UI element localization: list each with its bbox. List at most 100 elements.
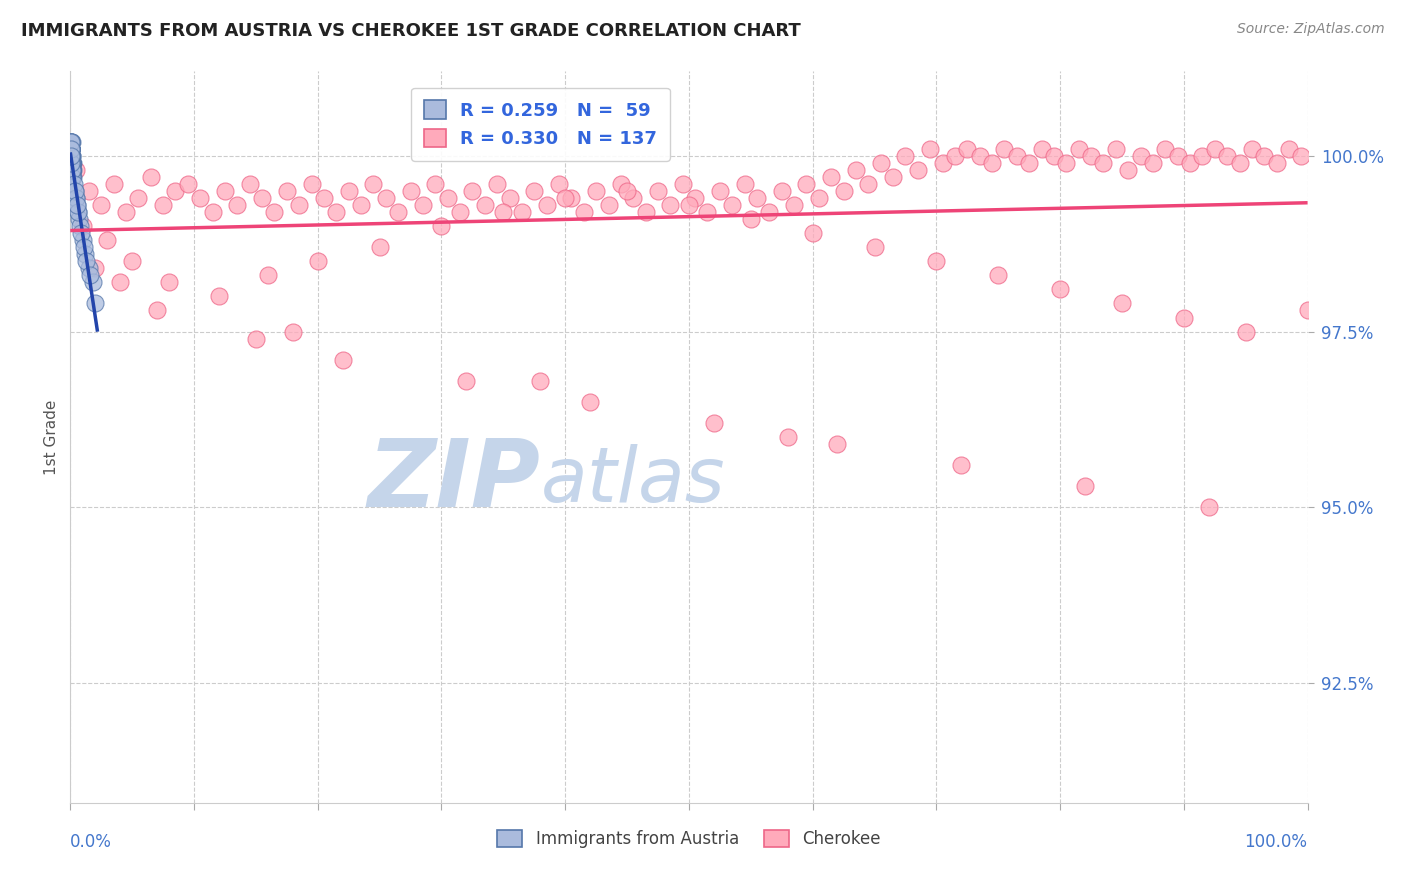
Point	[152, 198, 174, 212]
Point	[208, 289, 231, 303]
Point	[307, 254, 329, 268]
Point	[337, 184, 360, 198]
Point	[374, 191, 396, 205]
Point	[245, 332, 267, 346]
Point	[127, 191, 149, 205]
Point	[869, 156, 891, 170]
Point	[845, 162, 868, 177]
Point	[1216, 149, 1239, 163]
Point	[60, 142, 83, 156]
Point	[72, 219, 94, 233]
Point	[1204, 142, 1226, 156]
Point	[740, 212, 762, 227]
Point	[63, 177, 86, 191]
Point	[770, 184, 793, 198]
Point	[77, 184, 100, 198]
Point	[60, 149, 83, 163]
Point	[1229, 156, 1251, 170]
Point	[96, 233, 118, 247]
Point	[146, 303, 169, 318]
Point	[60, 156, 83, 170]
Point	[60, 169, 83, 184]
Point	[1253, 149, 1275, 163]
Point	[67, 212, 90, 227]
Point	[882, 169, 904, 184]
Point	[60, 149, 83, 163]
Point	[498, 191, 520, 205]
Point	[969, 149, 991, 163]
Point	[981, 156, 1004, 170]
Point	[60, 149, 83, 163]
Point	[60, 162, 83, 177]
Point	[60, 135, 83, 149]
Point	[75, 254, 97, 268]
Point	[399, 184, 422, 198]
Legend: Immigrants from Austria, Cherokee: Immigrants from Austria, Cherokee	[489, 822, 889, 856]
Point	[1092, 156, 1115, 170]
Point	[226, 198, 249, 212]
Y-axis label: 1st Grade: 1st Grade	[44, 400, 59, 475]
Point	[60, 162, 83, 177]
Point	[1167, 149, 1189, 163]
Point	[60, 142, 83, 156]
Point	[60, 162, 83, 177]
Point	[239, 177, 262, 191]
Point	[276, 184, 298, 198]
Point	[325, 205, 347, 219]
Point	[65, 191, 87, 205]
Point	[60, 149, 83, 163]
Point	[177, 177, 200, 191]
Point	[1067, 142, 1090, 156]
Text: 0.0%: 0.0%	[70, 833, 112, 851]
Point	[350, 198, 373, 212]
Point	[103, 177, 125, 191]
Point	[62, 162, 84, 177]
Point	[807, 191, 830, 205]
Point	[288, 198, 311, 212]
Point	[263, 205, 285, 219]
Point	[703, 416, 725, 430]
Point	[1278, 142, 1301, 156]
Point	[60, 149, 83, 163]
Point	[62, 169, 84, 184]
Point	[201, 205, 224, 219]
Point	[60, 142, 83, 156]
Point	[66, 205, 89, 219]
Point	[108, 276, 131, 290]
Point	[60, 156, 83, 170]
Point	[60, 162, 83, 177]
Point	[863, 240, 886, 254]
Point	[60, 156, 83, 170]
Point	[436, 191, 458, 205]
Point	[66, 198, 89, 212]
Point	[70, 226, 93, 240]
Point	[943, 149, 966, 163]
Point	[585, 184, 607, 198]
Point	[696, 205, 718, 219]
Point	[734, 177, 756, 191]
Point	[548, 177, 571, 191]
Text: IMMIGRANTS FROM AUSTRIA VS CHEROKEE 1ST GRADE CORRELATION CHART: IMMIGRANTS FROM AUSTRIA VS CHEROKEE 1ST …	[21, 22, 801, 40]
Point	[363, 177, 385, 191]
Point	[621, 191, 644, 205]
Point	[60, 142, 83, 156]
Point	[1154, 142, 1177, 156]
Point	[721, 198, 744, 212]
Point	[60, 142, 83, 156]
Point	[60, 135, 83, 149]
Point	[90, 198, 112, 212]
Point	[1191, 149, 1213, 163]
Point	[456, 374, 478, 388]
Point	[60, 135, 83, 149]
Point	[72, 233, 94, 247]
Point	[412, 198, 434, 212]
Point	[554, 191, 576, 205]
Point	[77, 261, 100, 276]
Point	[60, 162, 83, 177]
Point	[925, 254, 948, 268]
Point	[1265, 156, 1288, 170]
Point	[783, 198, 806, 212]
Point	[60, 169, 83, 184]
Point	[1031, 142, 1053, 156]
Point	[121, 254, 143, 268]
